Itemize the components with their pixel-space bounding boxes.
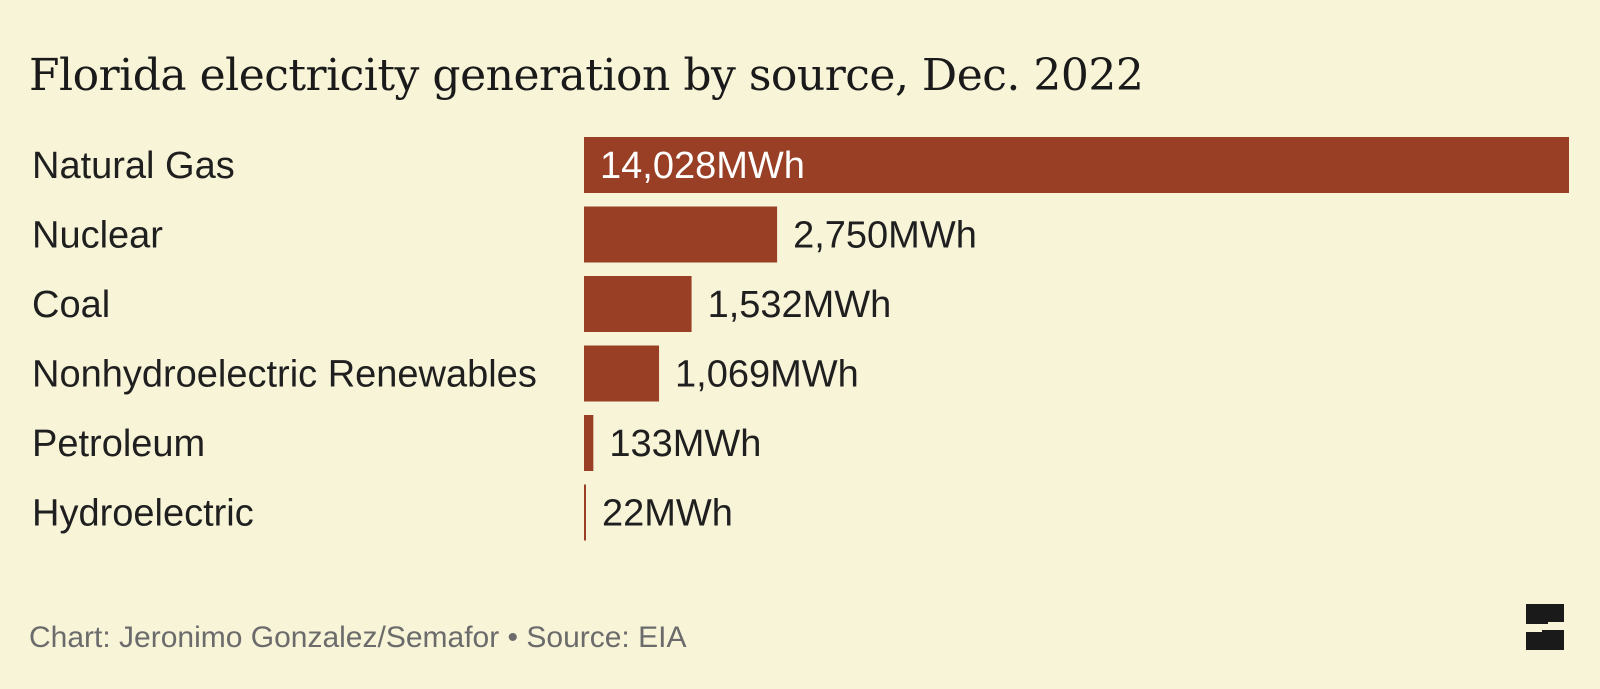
bar [584, 415, 594, 471]
category-label: Natural Gas [32, 145, 235, 187]
value-label: 14,028MWh [600, 145, 805, 187]
value-label: 22MWh [602, 493, 733, 535]
category-label: Petroleum [32, 423, 205, 465]
bar [584, 276, 692, 332]
value-label: 1,532MWh [708, 284, 892, 326]
category-label: Nonhydroelectric Renewables [32, 354, 537, 396]
chart-title: Florida electricity generation by source… [29, 50, 1144, 101]
category-label: Nuclear [32, 215, 163, 257]
value-label: 133MWh [609, 423, 761, 465]
bar [584, 345, 660, 402]
bar [584, 484, 586, 541]
chart-credit: Chart: Jeronimo Gonzalez/Semafor • Sourc… [29, 621, 687, 654]
semafor-logo [1518, 600, 1572, 654]
category-label: Coal [32, 284, 110, 326]
category-label: Hydroelectric [32, 493, 254, 535]
value-label: 2,750MWh [793, 215, 977, 257]
bar [584, 137, 1569, 193]
bar [584, 206, 778, 263]
value-label: 1,069MWh [675, 354, 859, 396]
